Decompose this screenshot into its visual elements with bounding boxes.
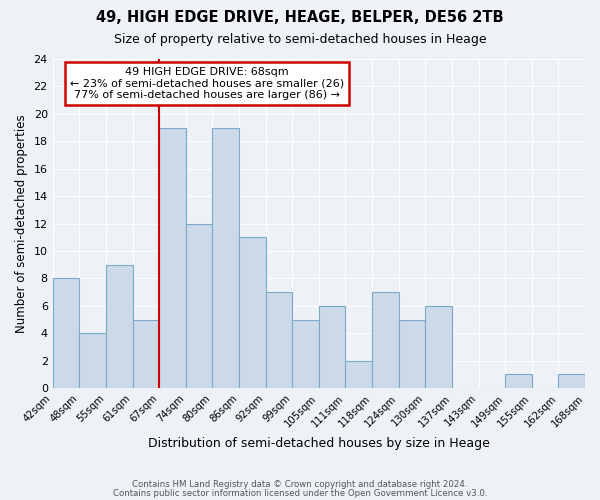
Bar	[106, 264, 133, 388]
Text: Size of property relative to semi-detached houses in Heage: Size of property relative to semi-detach…	[113, 32, 487, 46]
Bar	[559, 374, 585, 388]
Bar	[346, 361, 372, 388]
X-axis label: Distribution of semi-detached houses by size in Heage: Distribution of semi-detached houses by …	[148, 437, 490, 450]
Y-axis label: Number of semi-detached properties: Number of semi-detached properties	[15, 114, 28, 333]
Bar	[319, 306, 346, 388]
Text: 49, HIGH EDGE DRIVE, HEAGE, BELPER, DE56 2TB: 49, HIGH EDGE DRIVE, HEAGE, BELPER, DE56…	[96, 10, 504, 25]
Bar	[505, 374, 532, 388]
Text: Contains HM Land Registry data © Crown copyright and database right 2024.: Contains HM Land Registry data © Crown c…	[132, 480, 468, 489]
Bar	[266, 292, 292, 388]
Bar	[133, 320, 159, 388]
Bar	[212, 128, 239, 388]
Bar	[372, 292, 398, 388]
Bar	[398, 320, 425, 388]
Bar	[425, 306, 452, 388]
Text: 49 HIGH EDGE DRIVE: 68sqm
← 23% of semi-detached houses are smaller (26)
77% of : 49 HIGH EDGE DRIVE: 68sqm ← 23% of semi-…	[70, 67, 344, 100]
Bar	[239, 238, 266, 388]
Bar	[292, 320, 319, 388]
Bar	[186, 224, 212, 388]
Bar	[53, 278, 79, 388]
Text: Contains public sector information licensed under the Open Government Licence v3: Contains public sector information licen…	[113, 490, 487, 498]
Bar	[79, 334, 106, 388]
Bar	[159, 128, 186, 388]
